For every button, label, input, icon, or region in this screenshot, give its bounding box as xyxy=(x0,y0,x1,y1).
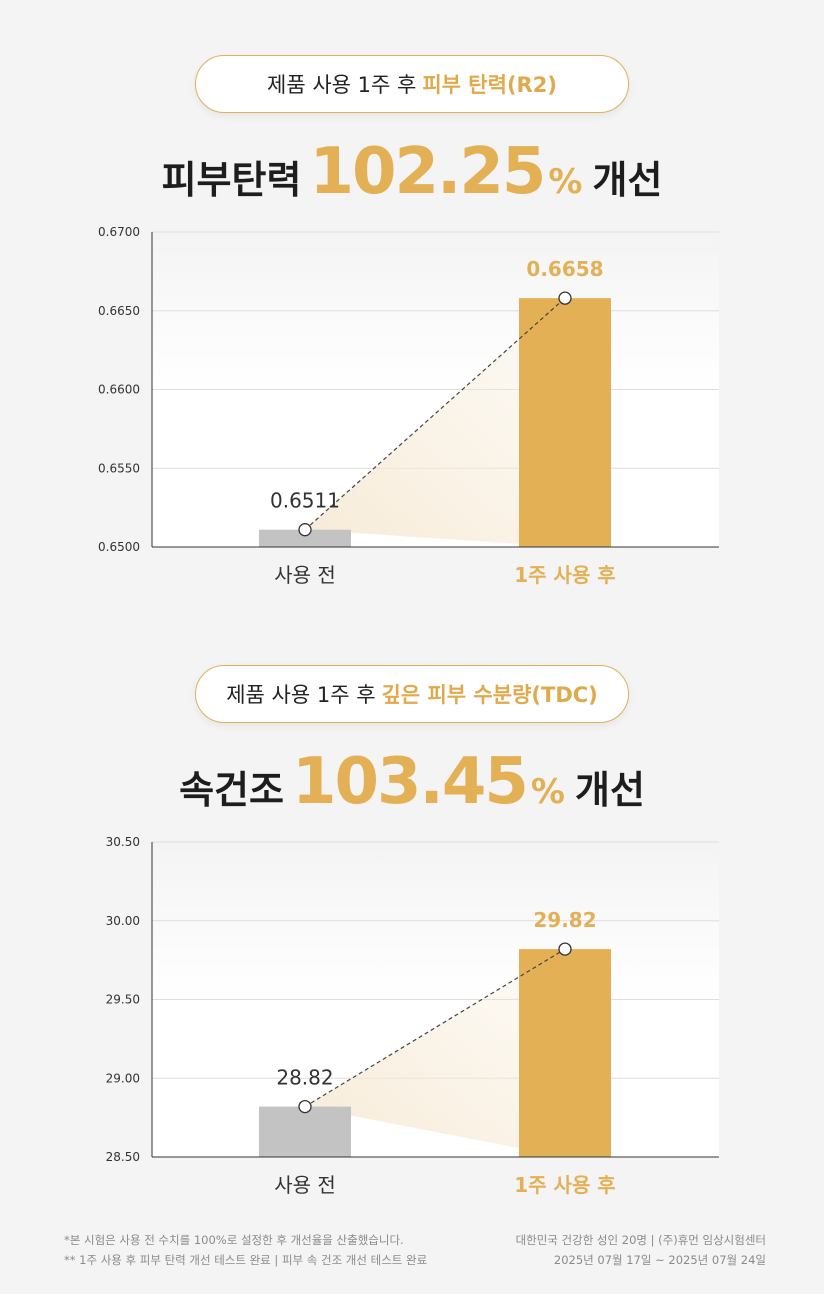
headline-suffix: 개선 xyxy=(575,768,645,812)
headline-suffix: 개선 xyxy=(592,158,663,202)
trend-line xyxy=(304,297,566,531)
data-label: 28.82 xyxy=(276,1066,333,1090)
y-tick-label: 29.00 xyxy=(106,1071,140,1085)
data-point xyxy=(298,523,312,537)
data-point xyxy=(298,1099,312,1114)
bar xyxy=(519,298,611,547)
footnote-line: ** 1주 사용 후 피부 탄력 개선 테스트 완료 | 피부 속 건조 개선 … xyxy=(64,1253,428,1267)
y-tick-label: 30.50 xyxy=(106,835,140,849)
chart-elasticity-svg: 0.6500 0.6550 0.6600 0.6650 0.6700 0.6511 0.66… xyxy=(98,225,719,587)
y-tick-label: 29.50 xyxy=(106,993,140,1007)
headline-label: 속건조 xyxy=(179,768,284,812)
chart-hydration: 28.50 29.00 29.50 30.00 30.50 28.82 29.82 사용 전 1… xyxy=(0,830,824,1210)
x-tick-label: 1주 사용 후 xyxy=(514,1173,615,1197)
footnote-line: 대한민국 건강한 성인 20명 | (주)휴먼 임상시험센터 xyxy=(515,1233,766,1247)
y-tick-label: 30.00 xyxy=(106,914,140,928)
headline-unit: % xyxy=(530,772,565,812)
y-tick-label: 0.6500 xyxy=(98,540,140,554)
bar xyxy=(259,529,351,547)
y-tick-label: 0.6600 xyxy=(98,383,140,397)
pill-prefix: 제품 사용 1주 후 xyxy=(267,73,417,97)
y-tick-label: 28.50 xyxy=(106,1150,140,1164)
pill-prefix: 제품 사용 1주 후 xyxy=(226,683,376,707)
headline-value: 103.45 xyxy=(291,745,529,819)
bar xyxy=(519,949,611,1157)
y-tick-label: 0.6650 xyxy=(98,304,140,318)
footnote-right: 대한민국 건강한 성인 20명 | (주)휴먼 임상시험센터 2025년 07월… xyxy=(516,1230,766,1270)
section1-headline: 피부탄력 102.25% 개선 xyxy=(0,140,824,204)
section1-pill: 제품 사용 1주 후 피부 탄력(R2) xyxy=(195,55,629,113)
y-tick-label: 0.6550 xyxy=(98,461,140,475)
data-label: 0.6511 xyxy=(270,489,340,513)
footnote-line: *본 시험은 사용 전 수치를 100%로 설정한 후 개선율을 산출했습니다. xyxy=(64,1233,404,1247)
x-tick-label: 사용 전 xyxy=(274,1173,336,1197)
headline-label: 피부탄력 xyxy=(161,158,302,202)
y-tick-label: 0.6700 xyxy=(98,225,140,239)
trend-fill xyxy=(305,298,565,547)
chart-elasticity: 0.6500 0.6550 0.6600 0.6650 0.6700 0.6511 0.66… xyxy=(0,220,824,600)
pill-highlight: 깊은 피부 수분량(TDC) xyxy=(381,683,598,707)
trend-fill xyxy=(305,949,565,1157)
pill-highlight: 피부 탄력(R2) xyxy=(422,73,557,97)
section2-headline: 속건조 103.45% 개선 xyxy=(0,750,824,814)
footnote-left: *본 시험은 사용 전 수치를 100%로 설정한 후 개선율을 산출했습니다.… xyxy=(64,1230,427,1270)
data-label: 29.82 xyxy=(533,908,596,932)
bar xyxy=(259,1106,351,1157)
x-tick-label: 1주 사용 후 xyxy=(514,563,615,587)
data-label: 0.6658 xyxy=(526,257,603,281)
footnote-line: 2025년 07월 17일 ~ 2025년 07월 24일 xyxy=(553,1253,766,1267)
trend-line xyxy=(304,948,566,1108)
section2-pill: 제품 사용 1주 후 깊은 피부 수분량(TDC) xyxy=(195,665,629,723)
headline-value: 102.25 xyxy=(309,135,546,209)
data-point xyxy=(558,942,572,956)
data-point xyxy=(558,291,572,305)
x-tick-label: 사용 전 xyxy=(274,563,336,587)
chart-hydration-svg: 28.50 29.00 29.50 30.00 30.50 28.82 29.82 사용 전 1… xyxy=(106,835,719,1197)
headline-unit: % xyxy=(548,162,583,202)
